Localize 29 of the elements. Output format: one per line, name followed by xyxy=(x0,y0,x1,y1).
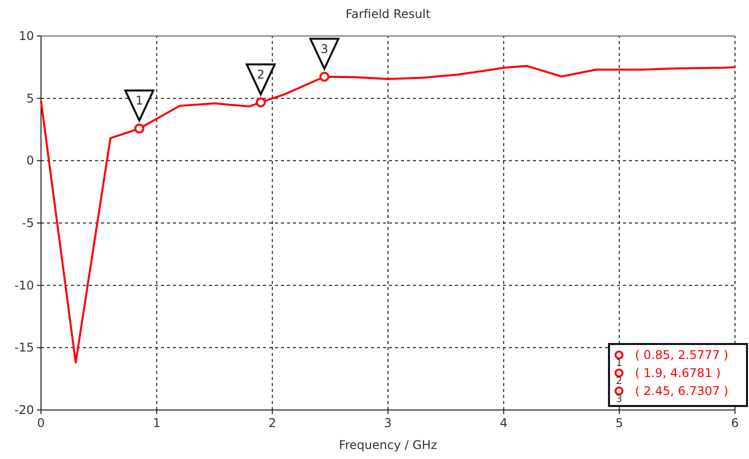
x-tick-label: 1 xyxy=(152,416,160,430)
x-tick-label: 0 xyxy=(37,416,45,430)
x-tick-label: 2 xyxy=(268,416,276,430)
y-tick-label: 5 xyxy=(26,91,34,106)
y-tick-label: 10 xyxy=(18,29,34,43)
annotation: 3 xyxy=(320,42,328,56)
line-series xyxy=(40,64,736,364)
y-tick-label: -20 xyxy=(14,403,34,417)
point xyxy=(134,124,144,134)
annotation: ( 1.9, 4.6781 ) xyxy=(635,366,721,380)
y-tick-label: -15 xyxy=(14,340,34,355)
annotation: 2 xyxy=(256,67,265,82)
x-tick-label: 4 xyxy=(500,416,508,430)
point xyxy=(256,97,266,108)
text: 2 xyxy=(616,376,622,387)
x-tick-label: 5 xyxy=(616,416,624,430)
annotation: ( 0.85, 2.5777 ) xyxy=(635,348,728,362)
text: 3 xyxy=(616,394,622,405)
x-tick-label: 3 xyxy=(384,416,392,430)
chart-title: Farfield Result xyxy=(346,7,431,21)
y-tick-label: 0 xyxy=(26,154,34,168)
y-tick-label: -10 xyxy=(14,278,34,292)
y-tick-label: -5 xyxy=(22,216,34,230)
annotation: 1 xyxy=(135,94,144,108)
x-axis-title: Frequency / GHz xyxy=(338,438,438,452)
text: 1 xyxy=(616,358,622,369)
x-tick-label: 6 xyxy=(731,416,739,430)
annotation: ( 2.45, 6.7307 ) xyxy=(635,384,728,398)
point xyxy=(319,72,330,82)
